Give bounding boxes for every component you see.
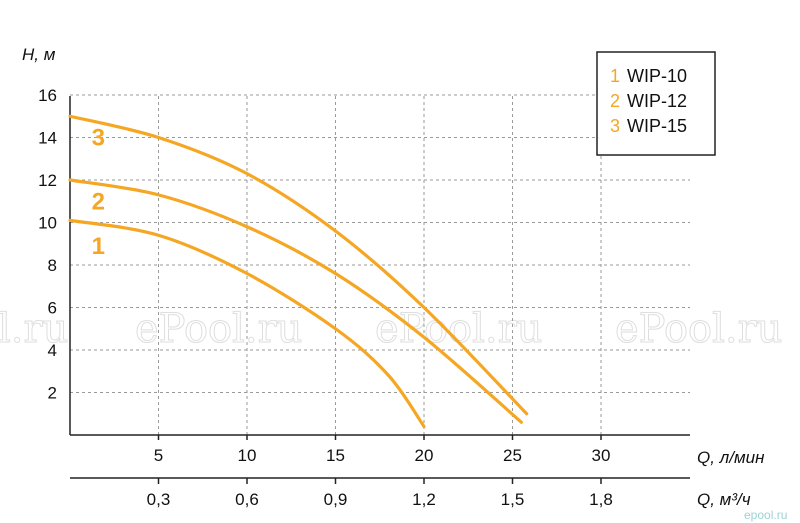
series-line-wip-15 <box>68 114 529 416</box>
x-tick-label: 10 <box>238 446 257 465</box>
corner-watermark: epool.ru <box>744 508 787 522</box>
x-tick-label: 5 <box>154 446 163 465</box>
y-tick-label: 8 <box>48 256 57 275</box>
x2-tick-label: 1,8 <box>589 490 613 509</box>
legend-entry-wip-12: WIP-12 <box>627 91 687 111</box>
x-axis-title: Q, л/мин <box>697 448 765 467</box>
curve-number-label: 3 <box>92 125 105 152</box>
y-tick-label: 16 <box>38 86 57 105</box>
legend-number: 3 <box>610 116 620 136</box>
x2-tick-label: 1,5 <box>501 490 525 509</box>
legend-number: 2 <box>610 91 620 111</box>
legend-number: 1 <box>610 66 620 86</box>
y-tick-label: 2 <box>48 384 57 403</box>
watermark-4: ePool.ru <box>615 306 783 352</box>
y-tick-label: 6 <box>48 299 57 318</box>
watermark-2: ePool.ru <box>135 306 303 352</box>
x-tick-label: 30 <box>592 446 611 465</box>
series-line-wip-10 <box>68 218 426 429</box>
x2-tick-labels: 0,3 0,6 0,9 1,2 1,5 1,8 <box>147 478 613 509</box>
legend-entry-wip-10: WIP-10 <box>627 66 687 86</box>
legend-entry-wip-15: WIP-15 <box>627 116 687 136</box>
x-tick-labels: 5 10 15 20 25 30 <box>154 435 611 465</box>
x2-tick-label: 0,6 <box>235 490 259 509</box>
series-line-wip-12 <box>68 178 523 424</box>
x2-axis-title: Q, м³/ч <box>697 490 751 509</box>
y-tick-labels: 2 4 6 8 10 12 14 16 <box>38 86 57 403</box>
x-tick-label: 25 <box>503 446 522 465</box>
legend: 1 WIP-10 2 WIP-12 3 WIP-15 <box>596 51 716 156</box>
x-tick-label: 15 <box>326 446 345 465</box>
x2-tick-label: 0,9 <box>324 490 348 509</box>
y-tick-label: 4 <box>48 341 57 360</box>
grid-lines <box>70 94 690 435</box>
series-curves: 1 2 3 <box>68 114 529 429</box>
y-tick-label: 12 <box>38 171 57 190</box>
y-tick-label: 14 <box>38 129 57 148</box>
watermark-1: l.ru <box>0 306 68 352</box>
watermark-3: ePool.ru <box>375 306 543 352</box>
y-axis-title: H, м <box>22 45 56 64</box>
x-tick-label: 20 <box>415 446 434 465</box>
y-tick-label: 10 <box>38 214 57 233</box>
x2-tick-label: 0,3 <box>147 490 171 509</box>
curve-number-label: 1 <box>92 233 105 260</box>
x2-tick-label: 1,2 <box>412 490 436 509</box>
curve-number-label: 2 <box>92 188 105 215</box>
legend-box <box>596 51 716 156</box>
